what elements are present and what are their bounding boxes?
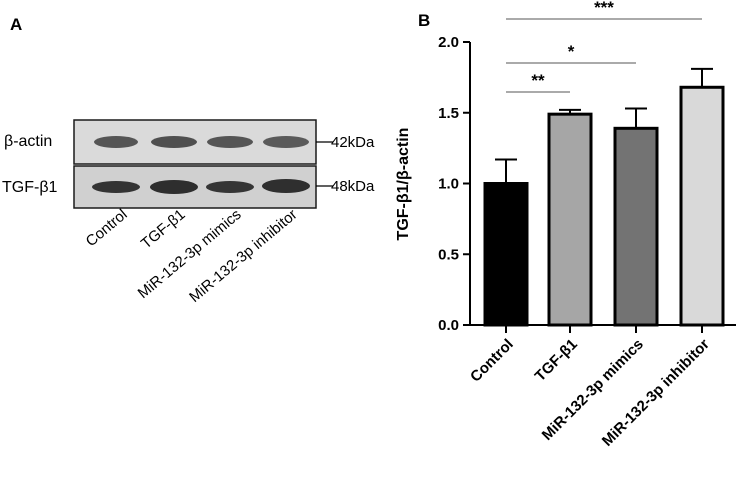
blot-strip-tgf-beta1 (73, 165, 317, 209)
blot-size-tgf-beta1: 48kDa (331, 178, 375, 195)
bar (483, 182, 529, 327)
panel-a: A β-actin 42kDa TGF-β1 48kDa Control TGF… (2, 15, 375, 306)
band (151, 136, 197, 148)
x-tick-label: TGF-β1 (532, 336, 581, 385)
y-tick-label: 0.0 (438, 317, 459, 334)
lane-label-control: Control (83, 206, 131, 250)
blot-name-tgf-beta1: TGF-β1 (2, 179, 58, 196)
x-tick-label: MiR-132-3p inhibitor (599, 336, 713, 450)
band (94, 136, 138, 148)
y-tick-label: 0.5 (438, 246, 459, 263)
band (206, 181, 254, 193)
lane-label-mimics: MiR-132-3p mimics (135, 206, 245, 302)
lane-label-tgf-beta1: TGF-β1 (138, 206, 189, 252)
band (207, 136, 253, 148)
y-tick-label: 1.5 (438, 105, 459, 122)
significance-label: *** (594, 0, 614, 17)
bar (547, 112, 593, 327)
y-axis-label: TGF-β1/β-actin (395, 128, 412, 241)
panel-b: B TGF-β1/β-actin 0.0 0.5 1.0 1.5 2.0 Control T… (395, 0, 736, 450)
band (262, 179, 310, 193)
lane-label-inhibitor: MiR-132-3p inhibitor (186, 206, 300, 306)
bar (613, 126, 659, 327)
panel-b-label: B (418, 11, 430, 30)
y-tick-label: 1.0 (438, 176, 459, 193)
panel-a-label: A (10, 15, 22, 34)
blot-name-beta-actin: β-actin (4, 133, 52, 150)
blot-strip-beta-actin (73, 119, 317, 165)
band (92, 181, 140, 193)
significance-label: ** (531, 71, 545, 90)
band (150, 180, 198, 194)
blot-size-beta-actin: 42kDa (331, 134, 375, 151)
significance-label: * (568, 42, 575, 61)
y-tick-label: 2.0 (438, 34, 459, 51)
x-tick-label: Control (467, 336, 517, 386)
band (263, 136, 309, 148)
bar (679, 85, 725, 327)
